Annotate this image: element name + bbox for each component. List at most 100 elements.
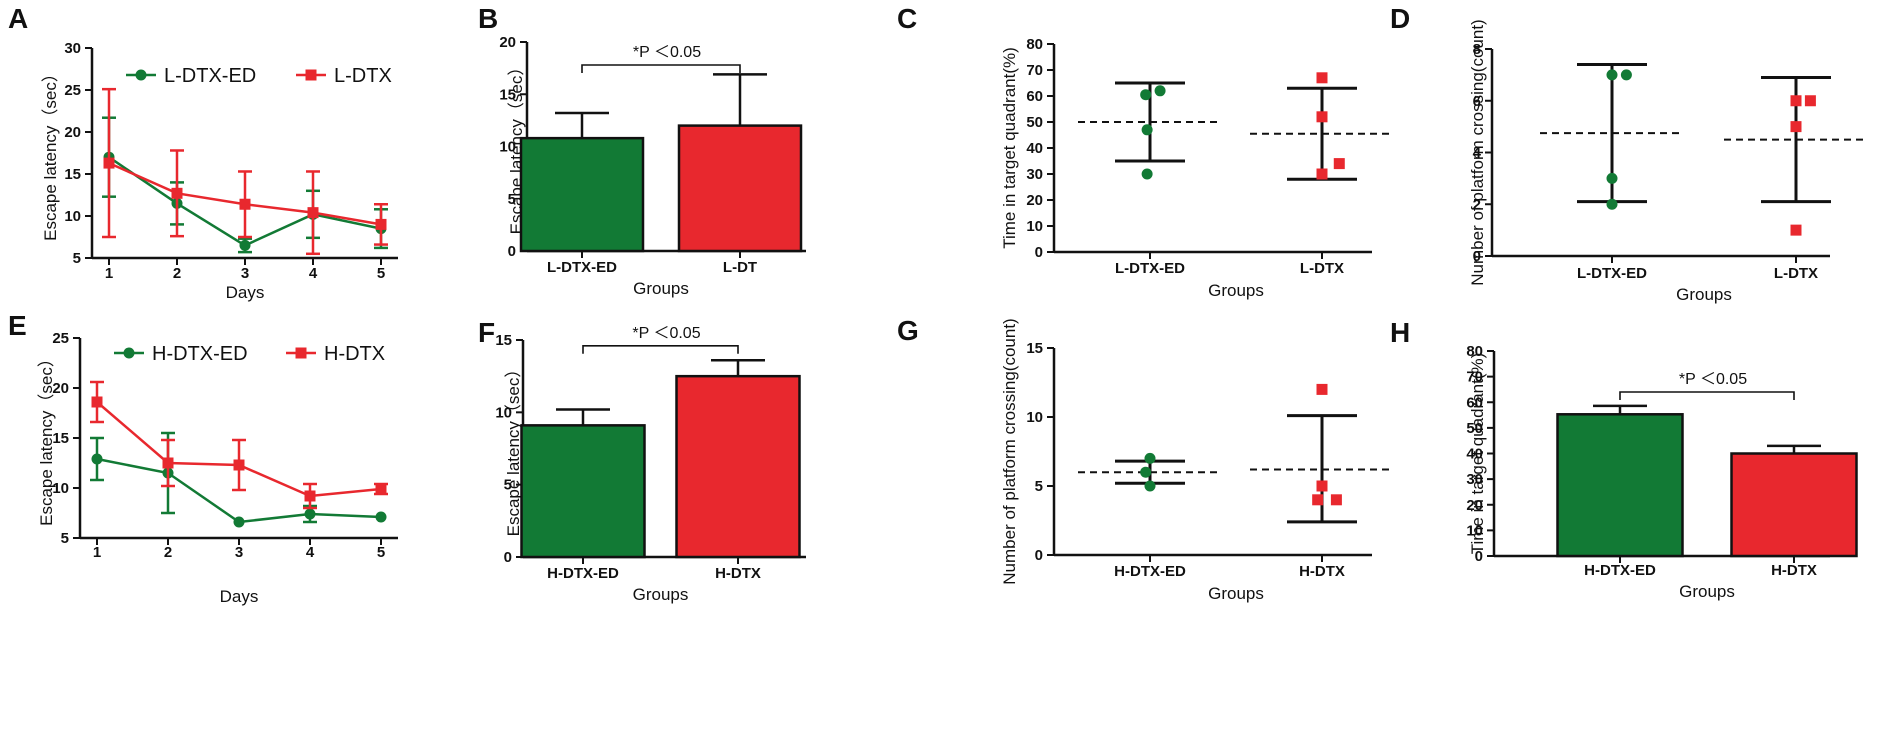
bar	[675, 374, 801, 559]
y-tick-label: 10	[1026, 218, 1043, 235]
legend-label: H-DTX	[324, 343, 385, 365]
data-point	[1620, 69, 1632, 81]
data-point	[1606, 69, 1618, 81]
x-tick-label: L-DTX	[1300, 260, 1344, 277]
x-axis-label: Groups	[1208, 281, 1264, 300]
x-tick-label: H-DTX	[715, 565, 761, 582]
legend-entry: L-DTX	[296, 65, 392, 87]
data-point	[375, 218, 387, 230]
y-tick-label: 20	[1466, 497, 1483, 514]
group-L-DTX-ED	[1078, 81, 1222, 180]
data-point	[1606, 198, 1618, 210]
y-tick-label: 15	[52, 430, 69, 447]
y-tick-label: 20	[52, 380, 69, 397]
bracket-line	[581, 64, 741, 73]
significance-bracket: *P ＜0.05	[1619, 371, 1795, 400]
data-point	[1804, 95, 1816, 107]
data-point	[304, 490, 316, 502]
y-tick-label: 20	[1026, 192, 1043, 209]
x-tick-label: L-DT	[723, 259, 757, 276]
data-point	[1316, 168, 1328, 180]
data-point	[1790, 224, 1802, 236]
significance-label: *P ＜0.05	[632, 325, 700, 342]
y-tick-label: 80	[1466, 343, 1483, 360]
y-axis-label: Number of platform crossing(count)	[1468, 19, 1487, 285]
data-point	[1316, 480, 1328, 492]
x-tick-label: H-DTX-ED	[1584, 562, 1656, 579]
y-tick-label: 5	[1035, 478, 1043, 495]
data-point	[1316, 72, 1328, 84]
y-tick-label: 2	[1473, 196, 1481, 213]
data-point	[239, 239, 251, 251]
legend-label: L-DTX-ED	[164, 65, 256, 87]
panel-letter: C	[897, 3, 917, 34]
series-H-DTX	[90, 380, 388, 510]
data-point	[233, 459, 245, 471]
group-H-DTX	[1250, 383, 1394, 524]
y-tick-label: 0	[508, 243, 516, 260]
panel-letter: G	[897, 315, 919, 346]
panel-letter: F	[478, 317, 495, 348]
data-point	[1606, 172, 1618, 184]
y-tick-label: 50	[1026, 114, 1043, 131]
panel-letter: H	[1390, 317, 1410, 348]
bar	[519, 136, 645, 253]
data-point	[171, 187, 183, 199]
data-point	[1144, 452, 1156, 464]
y-tick-label: 5	[61, 530, 69, 547]
y-tick-label: 0	[504, 549, 512, 566]
significance-label: *P ＜0.05	[1679, 371, 1747, 388]
y-tick-label: 10	[52, 480, 69, 497]
x-axis-label: Groups	[1679, 582, 1735, 601]
x-axis-label: Days	[226, 283, 265, 302]
y-tick-label: 4	[1473, 145, 1482, 162]
legend-entry: H-DTX-ED	[114, 343, 248, 365]
x-tick-label: L-DTX	[1774, 265, 1818, 282]
x-axis-label: Groups	[633, 585, 689, 604]
panel-letter: B	[478, 3, 498, 34]
data-point	[162, 457, 174, 469]
x-axis-label: Groups	[1676, 285, 1732, 304]
y-tick-label: 6	[1473, 93, 1481, 110]
panel-e: E 5 10 15 20 25 Escape latency（sec） 1 2 3 4 5 Days H-…	[8, 310, 398, 606]
y-tick-label: 30	[1466, 471, 1483, 488]
x-tick-label: H-DTX-ED	[1114, 563, 1186, 580]
y-tick-label: 0	[1473, 248, 1481, 265]
legend-entry: L-DTX-ED	[126, 65, 256, 87]
bar	[1730, 452, 1858, 558]
group-L-DTX	[1724, 75, 1868, 236]
y-tick-label: 30	[64, 40, 81, 57]
data-point	[103, 157, 115, 169]
panel-g: G 0 5 10 15 Number of platform crossing(count…	[897, 315, 1394, 603]
panel-letter: D	[1390, 3, 1410, 34]
x-axis-label: Groups	[633, 279, 689, 298]
y-tick-label: 15	[1026, 340, 1043, 357]
data-point	[1144, 480, 1156, 492]
y-axis-label: Number of platform crossing(count)	[1000, 318, 1019, 584]
x-tick-label: 1	[93, 544, 101, 561]
data-point	[1140, 89, 1152, 101]
y-tick-label: 8	[1473, 41, 1481, 58]
y-tick-label: 5	[508, 191, 516, 208]
legend-label: H-DTX-ED	[152, 343, 248, 365]
bar	[520, 424, 646, 559]
y-tick-label: 60	[1466, 394, 1483, 411]
x-tick-label: 2	[173, 265, 181, 282]
y-tick-label: 15	[495, 332, 512, 349]
x-tick-label: L-DTX-ED	[1115, 260, 1185, 277]
series-H-DTX-ED	[90, 431, 387, 528]
y-tick-label: 15	[499, 86, 516, 103]
bar	[677, 124, 803, 253]
y-tick-label: 60	[1026, 88, 1043, 105]
y-tick-label: 20	[64, 124, 81, 141]
y-tick-label: 40	[1026, 140, 1043, 157]
y-tick-label: 80	[1026, 36, 1043, 53]
data-point	[91, 453, 103, 465]
y-tick-label: 10	[495, 404, 512, 421]
y-axis-label: Time in target quadrant(%)	[1000, 47, 1019, 249]
data-point	[1316, 383, 1328, 395]
y-tick-label: 10	[1466, 522, 1483, 539]
data-point	[307, 207, 319, 219]
